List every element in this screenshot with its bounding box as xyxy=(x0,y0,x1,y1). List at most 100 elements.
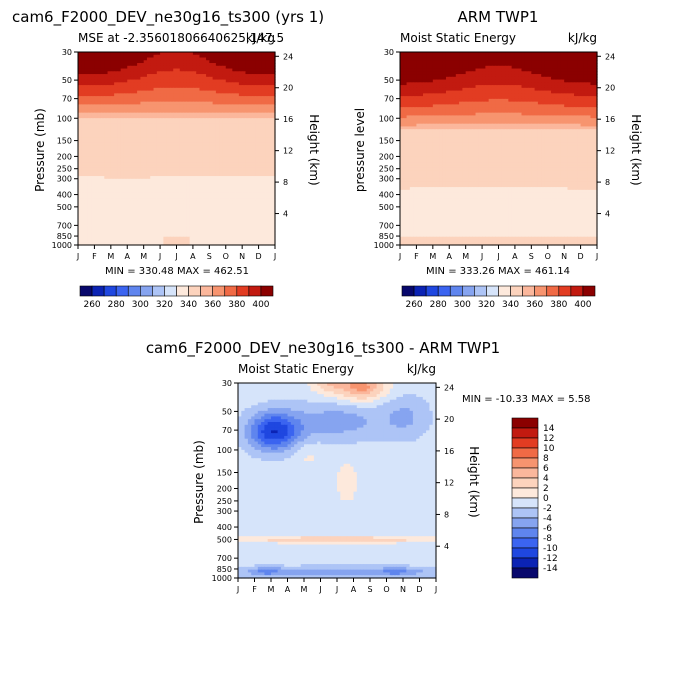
contour-cell xyxy=(123,145,128,150)
contour-cell xyxy=(235,57,240,61)
contour-cell xyxy=(212,148,217,152)
contour-cell xyxy=(84,156,89,161)
contour-cell xyxy=(146,120,151,125)
contour-cell xyxy=(199,57,204,61)
contour-cell xyxy=(271,101,276,105)
contour-cell xyxy=(137,74,141,78)
contour-cell xyxy=(248,82,253,86)
contour-cell xyxy=(242,209,247,213)
contour-cell xyxy=(229,189,233,194)
contour-cell xyxy=(97,71,102,75)
contour-cell xyxy=(222,79,227,83)
contour-cell xyxy=(255,214,260,219)
contour-cell xyxy=(153,137,158,141)
contour-cell xyxy=(160,167,164,172)
contour-cell xyxy=(261,98,266,103)
contour-cell xyxy=(133,115,138,119)
contour-cell xyxy=(104,101,109,105)
contour-cell xyxy=(268,200,273,205)
contour-cell xyxy=(225,198,230,202)
contour-cell xyxy=(163,178,168,183)
contour-cell xyxy=(127,76,132,81)
contour-cell xyxy=(173,137,178,141)
contour-cell xyxy=(114,195,118,199)
contour-cell xyxy=(87,104,92,108)
contour-cell xyxy=(202,176,207,180)
contour-cell xyxy=(268,98,273,103)
contour-cell xyxy=(196,52,201,56)
contour-cell xyxy=(268,167,273,172)
contour-cell xyxy=(206,142,210,147)
contour-cell xyxy=(127,225,132,230)
contour-cell xyxy=(225,209,230,213)
contour-cell xyxy=(209,206,214,210)
contour-cell xyxy=(114,74,118,78)
contour-cell xyxy=(215,74,220,78)
contour-cell xyxy=(104,181,109,185)
contour-cell xyxy=(78,176,82,180)
contour-cell xyxy=(206,140,210,144)
contour-cell xyxy=(163,195,168,199)
contour-cell xyxy=(130,165,135,169)
contour-cell xyxy=(104,200,109,205)
contour-cell xyxy=(179,104,184,108)
contour-cell xyxy=(252,109,256,114)
contour-cell xyxy=(186,57,191,61)
contour-cell xyxy=(117,217,122,221)
contour-cell xyxy=(166,198,171,202)
contour-cell xyxy=(206,52,210,56)
contour-cell xyxy=(78,54,82,59)
contour-cell xyxy=(215,68,220,72)
contour-cell xyxy=(265,54,270,59)
contour-cell xyxy=(192,178,197,183)
contour-cell xyxy=(245,198,250,202)
contour-cell xyxy=(100,129,105,133)
contour-cell xyxy=(189,200,194,205)
panel-obs-subtitle: Moist Static Energy xyxy=(400,31,516,45)
contour-cell xyxy=(248,52,253,56)
contour-cell xyxy=(271,65,276,70)
contour-cell xyxy=(271,140,276,144)
contour-cell xyxy=(212,211,217,216)
contour-cell xyxy=(133,170,138,174)
contour-cell xyxy=(156,222,161,227)
contour-cell xyxy=(114,214,118,219)
contour-cell xyxy=(192,129,197,133)
contour-cell xyxy=(222,189,227,194)
contour-cell xyxy=(107,220,112,224)
contour-cell xyxy=(81,140,86,144)
contour-cell xyxy=(192,101,197,105)
contour-cell xyxy=(166,154,171,158)
contour-cell xyxy=(169,104,174,108)
contour-cell xyxy=(179,134,184,139)
contour-cell xyxy=(248,170,253,174)
contour-cell xyxy=(107,192,112,196)
contour-cell xyxy=(97,101,102,105)
contour-cell xyxy=(110,93,115,97)
contour-cell xyxy=(192,176,197,180)
contour-cell xyxy=(137,98,141,103)
contour-cell xyxy=(91,52,96,56)
contour-cell xyxy=(173,98,178,103)
contour-cell xyxy=(238,159,243,163)
contour-cell xyxy=(123,54,128,59)
contour-cell xyxy=(189,101,194,105)
contour-cell xyxy=(232,198,237,202)
contour-cell xyxy=(110,109,115,114)
contour-cell xyxy=(225,181,230,185)
contour-cell xyxy=(123,57,128,61)
contour-cell xyxy=(110,145,115,150)
contour-cell xyxy=(258,115,263,119)
contour-cell xyxy=(146,63,151,67)
contour-cell xyxy=(209,145,214,150)
contour-cell xyxy=(209,200,214,205)
contour-cell xyxy=(150,154,155,158)
contour-cell xyxy=(268,145,273,150)
contour-cell xyxy=(202,159,207,163)
contour-cell xyxy=(84,173,89,177)
contour-cell xyxy=(107,187,112,191)
contour-cell xyxy=(192,63,197,67)
contour-cell xyxy=(235,82,240,86)
contour-cell xyxy=(91,173,96,177)
contour-cell xyxy=(84,126,89,130)
